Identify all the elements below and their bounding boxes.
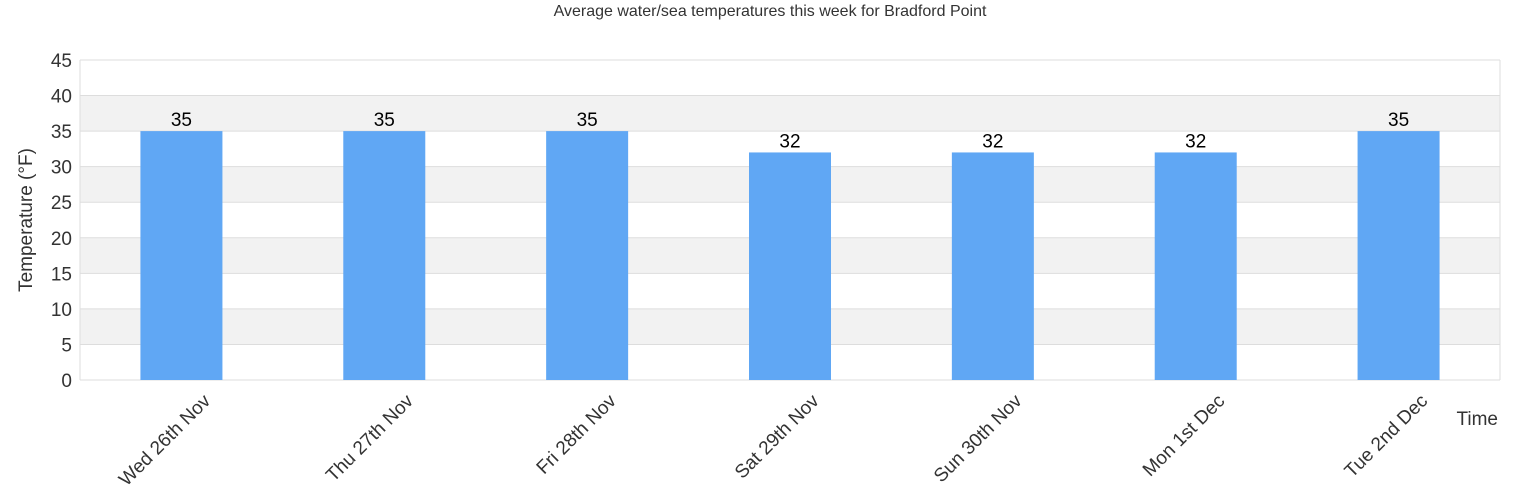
bar: [546, 131, 629, 380]
y-tick-label: 5: [61, 335, 72, 356]
bar: [343, 131, 426, 380]
y-tick-label: 15: [51, 264, 72, 285]
bar: [951, 152, 1034, 380]
y-tick-label: 30: [51, 158, 72, 179]
bar-value-label: 32: [982, 131, 1003, 152]
x-tick-label: Tue 2nd Dec: [1341, 391, 1432, 482]
plot-area: 0 5 10 15 20 25 30 35 40 45 35 Wed 26th Nov 35 Thu 27…: [51, 51, 1501, 490]
x-tick-label: Sat 29th Nov: [731, 390, 824, 483]
bar: [1357, 131, 1440, 380]
x-tick-label: Mon 1st Dec: [1139, 391, 1229, 481]
y-tick-label: 25: [51, 193, 72, 214]
y-tick-label: 45: [51, 51, 72, 72]
x-tick-label: Thu 27th Nov: [322, 390, 418, 486]
y-tick-label: 10: [51, 300, 72, 321]
bar-value-label: 35: [1388, 110, 1409, 131]
bar-value-label: 32: [779, 131, 800, 152]
y-tick-label: 20: [51, 229, 72, 250]
bar-value-label: 32: [1185, 131, 1206, 152]
y-tick-label: 0: [61, 371, 72, 392]
bar: [140, 131, 223, 380]
bar: [749, 152, 831, 380]
bar: [1154, 152, 1237, 380]
grid-band: [80, 95, 1500, 132]
x-tick-label: Wed 26th Nov: [115, 390, 215, 490]
chart-title: Average water/sea temperatures this week…: [554, 3, 987, 20]
y-tick-label: 40: [51, 87, 72, 108]
x-tick-label: Fri 28th Nov: [533, 390, 621, 478]
y-axis-label: Temperature (°F): [16, 148, 37, 292]
y-tick-label: 35: [51, 122, 72, 143]
bar-value-label: 35: [171, 110, 192, 131]
bar-value-label: 35: [374, 110, 395, 131]
x-tick-label: Sun 30th Nov: [930, 390, 1027, 487]
x-axis-label: Time: [1456, 409, 1498, 430]
bar-value-label: 35: [577, 110, 598, 131]
